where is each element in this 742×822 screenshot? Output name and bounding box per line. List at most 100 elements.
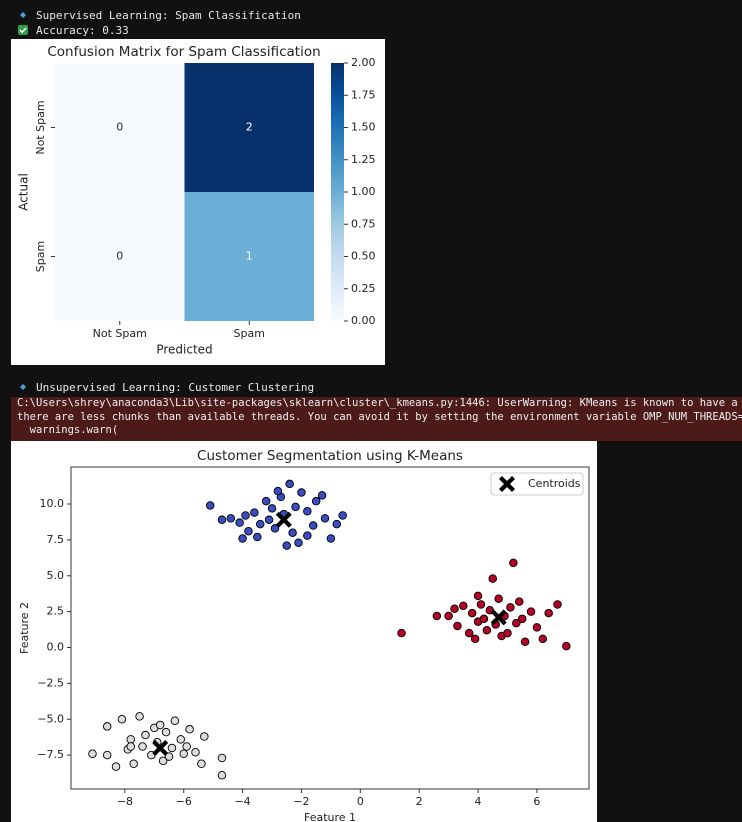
x-tick-label: −4 [234,795,250,808]
legend-marker [499,476,515,492]
icon [18,25,28,35]
y-axis-label: Actual [17,173,31,211]
y-tick-label: Not Spam [34,100,47,154]
colorbar-tick-label: 0.00 [351,314,376,327]
x-tick-label: −8 [117,795,133,808]
point [102,722,112,731]
output-line: Supervised Learning: Spam Classification [18,9,301,22]
warning-line: there are less chunks than available thr… [17,410,742,423]
chart-title: Customer Segmentation using K-Means [197,448,463,464]
point [264,515,274,525]
point [226,514,236,523]
y-tick-label: 5.0 [47,569,65,582]
point [459,601,468,611]
point [158,756,168,766]
point [494,594,503,603]
point [311,496,321,506]
point [467,608,477,618]
x-tick-label: 0 [357,795,364,808]
x-axis-label: Feature 1 [304,811,356,822]
plot-frame [70,466,590,790]
legend-label: Centroids [528,477,581,490]
point [135,712,144,721]
point [303,531,312,540]
point [200,732,209,741]
point [217,770,227,780]
point [111,762,121,771]
point [217,515,227,525]
point [255,519,265,529]
point [282,541,291,550]
x-tick-label: −2 [293,795,309,808]
icon [20,12,26,18]
point [270,524,280,533]
point [444,611,453,621]
cell-label: 0 [116,121,123,134]
point [179,749,188,758]
point [479,614,489,624]
output-line: Unsupervised Learning: Customer Clusteri… [18,381,314,394]
centroid [490,609,507,626]
point [141,730,150,740]
point [488,574,498,583]
heatmap-cell [55,192,185,321]
y-tick-label: −2.5 [37,676,64,689]
x-tick-label: 4 [475,795,482,808]
point [470,634,480,644]
point [526,607,536,616]
point [338,511,347,520]
point [253,532,262,542]
point [205,501,215,510]
point [291,502,300,512]
point [538,634,548,644]
point [285,479,294,489]
chart-title: Confusion Matrix for Spam Classification [47,44,320,60]
y-tick-label: 0.0 [47,641,65,654]
colorbar [331,63,344,321]
point [532,623,542,632]
point [138,742,147,751]
heatmap-cell [55,63,185,192]
warning-line: C:\Users\shrey\anaconda3\Lib\site-packag… [17,397,742,409]
point [503,628,512,638]
point [512,618,521,628]
heatmap-chart: Confusion Matrix for Spam Classification… [11,39,385,365]
y-tick-label: 10.0 [40,497,65,510]
x-tick-label: −6 [176,795,192,808]
cell-label: 1 [246,250,253,263]
x-tick-label: Not Spam [93,327,147,340]
point [185,725,194,734]
y-tick-label: −5.0 [37,712,64,725]
point [155,720,165,730]
point [161,727,171,737]
text: Supervised Learning: Spam Classification [36,9,301,22]
point [482,626,492,635]
point [326,534,336,543]
point [273,486,283,496]
point [297,488,306,497]
output-line: Accuracy: 0.33 [18,24,129,37]
y-tick-label: 7.5 [47,533,65,546]
colorbar-tick-label: 0.75 [351,217,376,230]
warning-line: warnings.warn( [17,424,119,436]
point [317,491,327,500]
centroid [152,739,169,756]
point [126,742,135,751]
heatmap-cell [184,192,314,321]
y-tick-label: Spam [34,241,47,272]
colorbar-tick-label: 1.50 [351,121,376,134]
point [176,735,186,744]
point [182,742,191,751]
point [191,748,200,757]
point [308,521,318,530]
cell-label: 2 [246,121,253,134]
point [476,600,486,609]
point [250,508,259,517]
point [517,614,527,624]
colorbar-tick-label: 1.75 [351,88,376,101]
point [320,514,330,523]
point [450,604,459,614]
point [235,518,244,527]
point [244,527,253,536]
